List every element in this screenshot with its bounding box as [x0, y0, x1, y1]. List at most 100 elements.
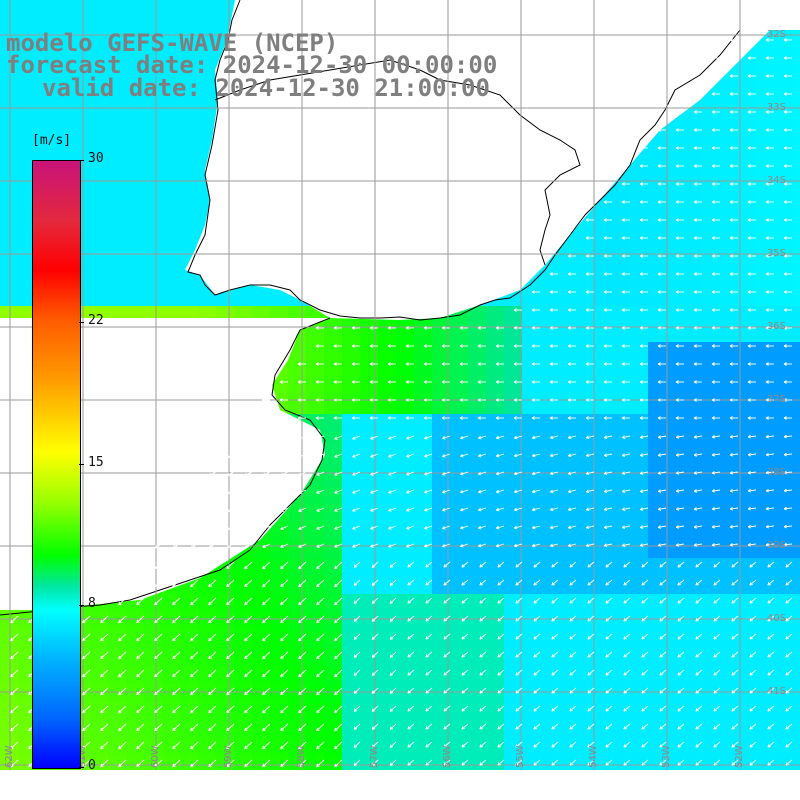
wind-speed-cell — [414, 756, 433, 770]
wind-arrow — [765, 128, 774, 132]
wind-arrow — [623, 579, 631, 586]
wind-speed-cell — [162, 126, 181, 145]
wind-arrow — [695, 579, 703, 586]
wind-speed-cell — [774, 324, 793, 343]
wind-speed-cell — [648, 558, 667, 577]
wind-speed-cell — [144, 36, 163, 55]
wind-speed-cell — [288, 522, 307, 541]
wind-speed-cell — [630, 468, 649, 487]
wind-arrow — [551, 597, 559, 604]
wind-arrow — [657, 308, 666, 312]
wind-speed-cell — [792, 432, 800, 451]
wind-arrow — [711, 74, 720, 78]
wind-arrow — [585, 362, 594, 366]
wind-arrow — [657, 146, 666, 150]
wind-speed-cell — [144, 90, 163, 109]
wind-arrow — [747, 254, 756, 258]
wind-speed-cell — [54, 144, 73, 163]
wind-arrow — [711, 308, 720, 312]
wind-arrow — [657, 128, 666, 132]
wind-speed-cell — [720, 198, 739, 217]
wind-arrow — [334, 741, 343, 750]
wind-arrow — [513, 471, 523, 476]
wind-speed-cell — [522, 558, 541, 577]
wind-arrow — [657, 543, 667, 547]
wind-speed-cell — [324, 612, 343, 631]
wind-arrow — [262, 723, 271, 732]
wind-speed-cell — [180, 630, 199, 649]
wind-speed-cell — [252, 756, 271, 770]
wind-arrow — [657, 344, 666, 348]
wind-speed-cell — [378, 360, 397, 379]
wind-arrow — [569, 687, 577, 694]
wind-arrow — [100, 723, 109, 732]
wind-arrow — [261, 416, 270, 420]
wind-speed-cell — [648, 288, 667, 307]
wind-speed-cell — [612, 540, 631, 559]
wind-speed-cell — [468, 576, 487, 595]
wind-arrow — [389, 687, 397, 694]
wind-speed-cell — [180, 270, 199, 289]
wind-arrow — [603, 398, 612, 402]
wind-speed-cell — [720, 288, 739, 307]
wind-speed-cell — [180, 198, 199, 217]
wind-arrow — [208, 471, 217, 477]
wind-arrow — [262, 435, 271, 440]
wind-speed-cell — [738, 72, 757, 91]
wind-arrow — [353, 651, 361, 658]
wind-speed-cell — [612, 720, 631, 739]
wind-speed-cell — [0, 36, 19, 55]
wind-speed-cell — [36, 108, 55, 127]
wind-arrow — [711, 272, 720, 276]
wind-arrow — [244, 597, 253, 606]
wind-arrow — [461, 579, 469, 586]
wind-arrow — [190, 561, 199, 570]
wind-arrow — [461, 687, 469, 694]
wind-arrow — [154, 615, 163, 624]
wind-arrow — [371, 651, 379, 658]
wind-speed-cell — [540, 342, 559, 361]
wind-speed-cell — [558, 684, 577, 703]
wind-speed-cell — [324, 720, 343, 739]
wind-speed-cell — [774, 576, 793, 595]
wind-speed-cell — [720, 378, 739, 397]
wind-speed-cell — [468, 360, 487, 379]
wind-speed-cell — [540, 270, 559, 289]
wind-arrow — [316, 633, 325, 642]
wind-speed-cell — [702, 522, 721, 541]
wind-speed-cell — [378, 486, 397, 505]
wind-arrow — [693, 543, 703, 547]
wind-speed-cell — [594, 324, 613, 343]
wind-arrow — [407, 597, 415, 604]
wind-arrow — [334, 543, 343, 548]
wind-speed-cell — [126, 234, 145, 253]
wind-speed-cell — [522, 738, 541, 757]
wind-arrow — [747, 488, 757, 493]
wind-arrow — [208, 705, 217, 714]
wind-speed-cell — [756, 126, 775, 145]
wind-speed-cell — [792, 36, 800, 55]
wind-speed-cell — [648, 432, 667, 451]
wind-arrow — [693, 254, 702, 258]
wind-arrow — [497, 705, 505, 712]
wind-arrow — [424, 489, 433, 494]
wind-speed-cell — [0, 72, 19, 91]
wind-speed-cell — [774, 270, 793, 289]
wind-speed-cell — [0, 648, 19, 667]
wind-arrow — [603, 200, 612, 204]
wind-arrow — [551, 669, 559, 676]
wind-speed-cell — [0, 0, 19, 19]
wind-arrow — [280, 453, 289, 458]
wind-speed-cell — [126, 126, 145, 145]
wind-arrow — [567, 525, 577, 530]
wind-arrow — [333, 362, 342, 366]
wind-arrow — [621, 362, 630, 366]
wind-arrow — [262, 615, 271, 624]
wind-arrow — [569, 723, 577, 730]
wind-speed-cell — [558, 756, 577, 770]
wind-speed-cell — [684, 738, 703, 757]
wind-speed-cell — [396, 486, 415, 505]
wind-speed-cell — [702, 486, 721, 505]
wind-speed-cell — [108, 72, 127, 91]
wind-speed-cell — [702, 360, 721, 379]
